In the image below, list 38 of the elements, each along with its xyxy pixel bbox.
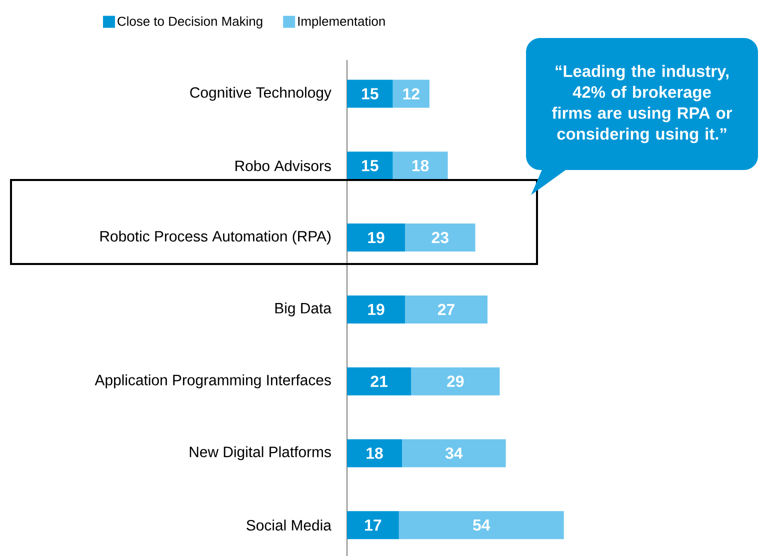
data-label: 18 bbox=[412, 160, 429, 172]
y-tick-label: Cognitive Technology bbox=[190, 86, 332, 101]
data-label: 27 bbox=[438, 304, 454, 315]
data-label: 34 bbox=[445, 448, 463, 459]
data-label: 15 bbox=[362, 88, 378, 100]
bar bbox=[347, 80, 393, 108]
legend-label: Close to Decision Making bbox=[118, 16, 262, 28]
bar bbox=[405, 224, 476, 252]
data-label: 12 bbox=[403, 88, 420, 100]
bar bbox=[347, 367, 412, 396]
data-label: 15 bbox=[362, 160, 378, 172]
bar bbox=[402, 439, 506, 468]
bar bbox=[347, 224, 406, 252]
bar bbox=[398, 511, 564, 540]
bar bbox=[347, 439, 402, 468]
y-tick-label: Social Media bbox=[246, 520, 332, 531]
bar bbox=[347, 152, 393, 180]
data-label: 23 bbox=[432, 232, 448, 244]
data-label: 29 bbox=[447, 376, 464, 387]
annotation: “Leading the industry, 42% of brokerage firms are using RPA or considering using it.” bbox=[552, 64, 732, 144]
y-tick-label: Big Data bbox=[275, 302, 332, 316]
y-tick-label: New Digital Platforms bbox=[190, 446, 331, 460]
legend-label: Implementation bbox=[298, 16, 385, 28]
data-label: 19 bbox=[368, 304, 384, 316]
data-label: 21 bbox=[370, 376, 388, 387]
data-label: 18 bbox=[366, 448, 383, 459]
bar bbox=[405, 295, 488, 324]
y-tick-label: Robo Advisors bbox=[236, 160, 331, 172]
y-tick-label: Robotic Process Automation (RPA) bbox=[100, 230, 331, 245]
bar bbox=[347, 295, 406, 324]
bar bbox=[392, 80, 430, 108]
bar bbox=[347, 511, 399, 540]
data-label: 19 bbox=[368, 232, 384, 244]
data-label: 17 bbox=[365, 520, 382, 531]
y-tick-label: Application Programming Interfaces bbox=[94, 374, 331, 388]
data-label: 54 bbox=[473, 520, 490, 531]
bar bbox=[392, 152, 448, 180]
bar bbox=[411, 367, 500, 396]
